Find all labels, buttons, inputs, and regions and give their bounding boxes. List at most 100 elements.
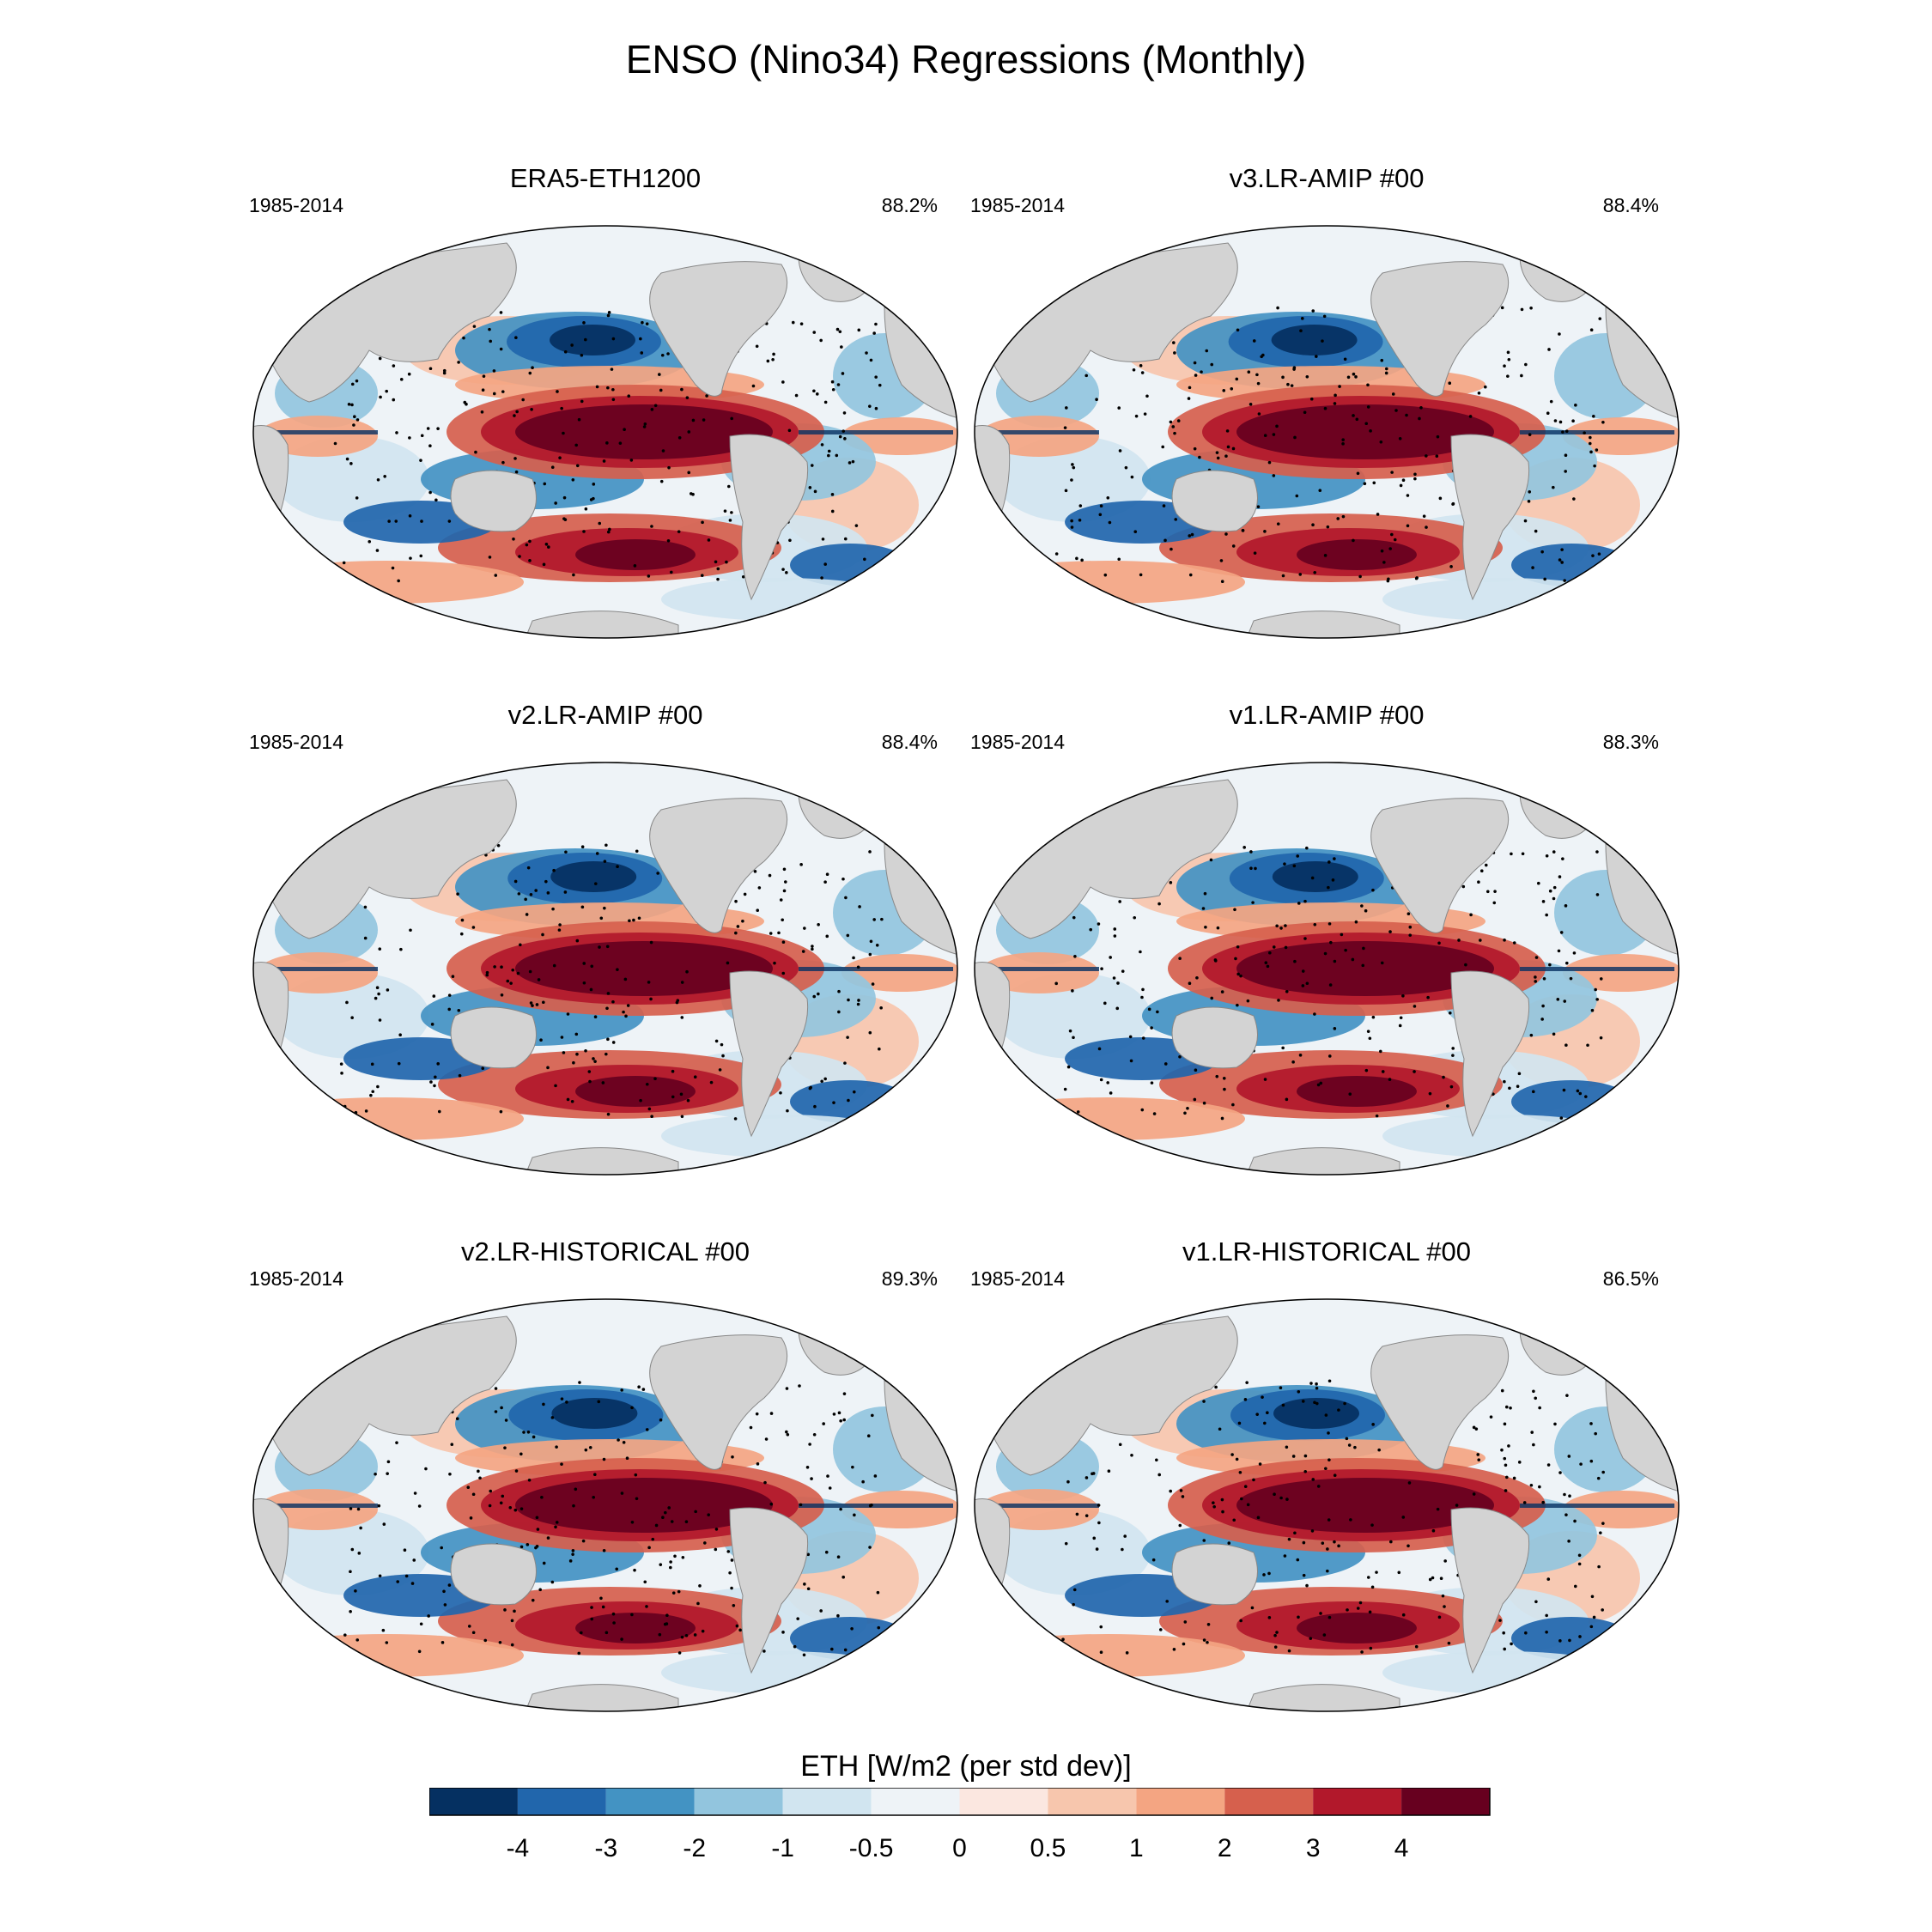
significance-dot — [1283, 1554, 1287, 1558]
significance-dot — [1249, 850, 1253, 854]
significance-dot — [571, 478, 575, 482]
significance-dot — [669, 1565, 672, 1570]
significance-dot — [1109, 956, 1112, 959]
significance-dot — [1235, 377, 1239, 381]
significance-dot — [519, 1545, 524, 1549]
significance-dot — [508, 1505, 513, 1510]
significance-dot — [874, 406, 878, 410]
significance-dot — [1356, 1607, 1360, 1610]
significance-dot — [1224, 532, 1228, 536]
significance-dot — [1147, 1007, 1151, 1012]
significance-dot — [1503, 364, 1506, 368]
significance-dot — [1216, 456, 1220, 460]
panel-pattern-correlation: 86.5% — [1602, 1267, 1659, 1290]
significance-dot — [1080, 558, 1084, 562]
significance-dot — [794, 393, 799, 398]
significance-dot — [1115, 1006, 1120, 1011]
significance-dot — [677, 530, 681, 533]
significance-dot — [1399, 483, 1403, 488]
significance-dot — [610, 368, 614, 371]
significance-dot — [456, 892, 459, 896]
significance-dot — [872, 331, 876, 335]
significance-dot — [1474, 1427, 1479, 1431]
significance-dot — [1597, 1564, 1601, 1569]
significance-dot — [837, 1010, 841, 1014]
significance-dot — [1589, 1422, 1593, 1425]
significance-dot — [1584, 1095, 1588, 1098]
significance-dot — [786, 1109, 789, 1113]
significance-dot — [1219, 559, 1224, 562]
significance-dot — [499, 1109, 503, 1114]
significance-dot — [1344, 948, 1347, 952]
significance-dot — [1538, 1485, 1541, 1489]
anomaly-region — [1297, 1613, 1417, 1643]
significance-dot — [1508, 1086, 1511, 1091]
significance-dot — [500, 993, 504, 997]
significance-dot — [785, 1430, 788, 1434]
significance-dot — [779, 1091, 782, 1095]
significance-dot — [1371, 888, 1375, 892]
panel-title: v3.LR-AMIP #00 — [1229, 163, 1425, 193]
significance-dot — [375, 549, 380, 552]
significance-dot — [506, 979, 510, 983]
significance-dot — [606, 530, 611, 534]
significance-dot — [1520, 307, 1524, 312]
colorbar-tick-label: 1 — [1129, 1834, 1144, 1862]
significance-dot — [650, 525, 653, 528]
significance-dot — [575, 464, 580, 468]
significance-dot — [1226, 445, 1230, 449]
significance-dot — [1170, 547, 1173, 551]
significance-dot — [1236, 1003, 1239, 1007]
significance-dot — [404, 1574, 409, 1578]
significance-dot — [677, 1651, 682, 1655]
significance-dot — [1451, 1047, 1455, 1050]
significance-dot — [756, 1462, 760, 1466]
significance-dot — [593, 1060, 597, 1063]
significance-dot — [1132, 368, 1136, 372]
significance-dot — [340, 1072, 343, 1075]
significance-dot — [1348, 1092, 1352, 1096]
anomaly-region — [1297, 1076, 1417, 1107]
significance-dot — [1319, 1612, 1322, 1615]
significance-dot — [1130, 475, 1134, 479]
significance-dot — [827, 453, 830, 458]
significance-dot — [1247, 370, 1251, 374]
significance-dot — [1284, 945, 1288, 950]
significance-dot — [1245, 1381, 1249, 1384]
significance-dot — [1529, 1483, 1534, 1487]
significance-dot — [1586, 1043, 1589, 1048]
significance-dot — [1349, 1518, 1352, 1522]
significance-dot — [592, 1495, 596, 1499]
map-panel: v2.LR-AMIP #00 1985-2014 88.4% — [249, 700, 962, 1181]
significance-dot — [1297, 1389, 1301, 1394]
significance-dot — [563, 890, 568, 894]
significance-dot — [1315, 355, 1318, 358]
significance-dot — [1233, 908, 1236, 912]
significance-dot — [542, 1402, 545, 1406]
significance-dot — [1358, 574, 1362, 579]
significance-dot — [771, 357, 775, 361]
significance-dot — [550, 1580, 555, 1584]
significance-dot — [537, 978, 541, 981]
significance-dot — [611, 387, 615, 392]
significance-dot — [707, 538, 711, 542]
significance-dot — [1379, 1049, 1382, 1054]
equatorial-band — [987, 430, 1099, 434]
significance-dot — [868, 952, 872, 957]
equatorial-band — [799, 967, 953, 971]
significance-dot — [1275, 424, 1279, 428]
significance-dot — [386, 1472, 389, 1475]
anomaly-region — [996, 1510, 1151, 1595]
significance-dot — [1117, 557, 1121, 562]
colorbar-tick-label: -3 — [594, 1834, 617, 1862]
significance-dot — [871, 982, 875, 986]
significance-dot — [828, 1486, 832, 1490]
significance-dot — [481, 1066, 485, 1070]
significance-dot — [1323, 554, 1327, 557]
significance-dot — [1451, 502, 1455, 506]
significance-dot — [1534, 980, 1538, 983]
significance-dot — [637, 1385, 641, 1388]
significance-dot — [667, 1506, 671, 1510]
significance-dot — [1263, 434, 1267, 438]
significance-dot — [1333, 857, 1336, 860]
